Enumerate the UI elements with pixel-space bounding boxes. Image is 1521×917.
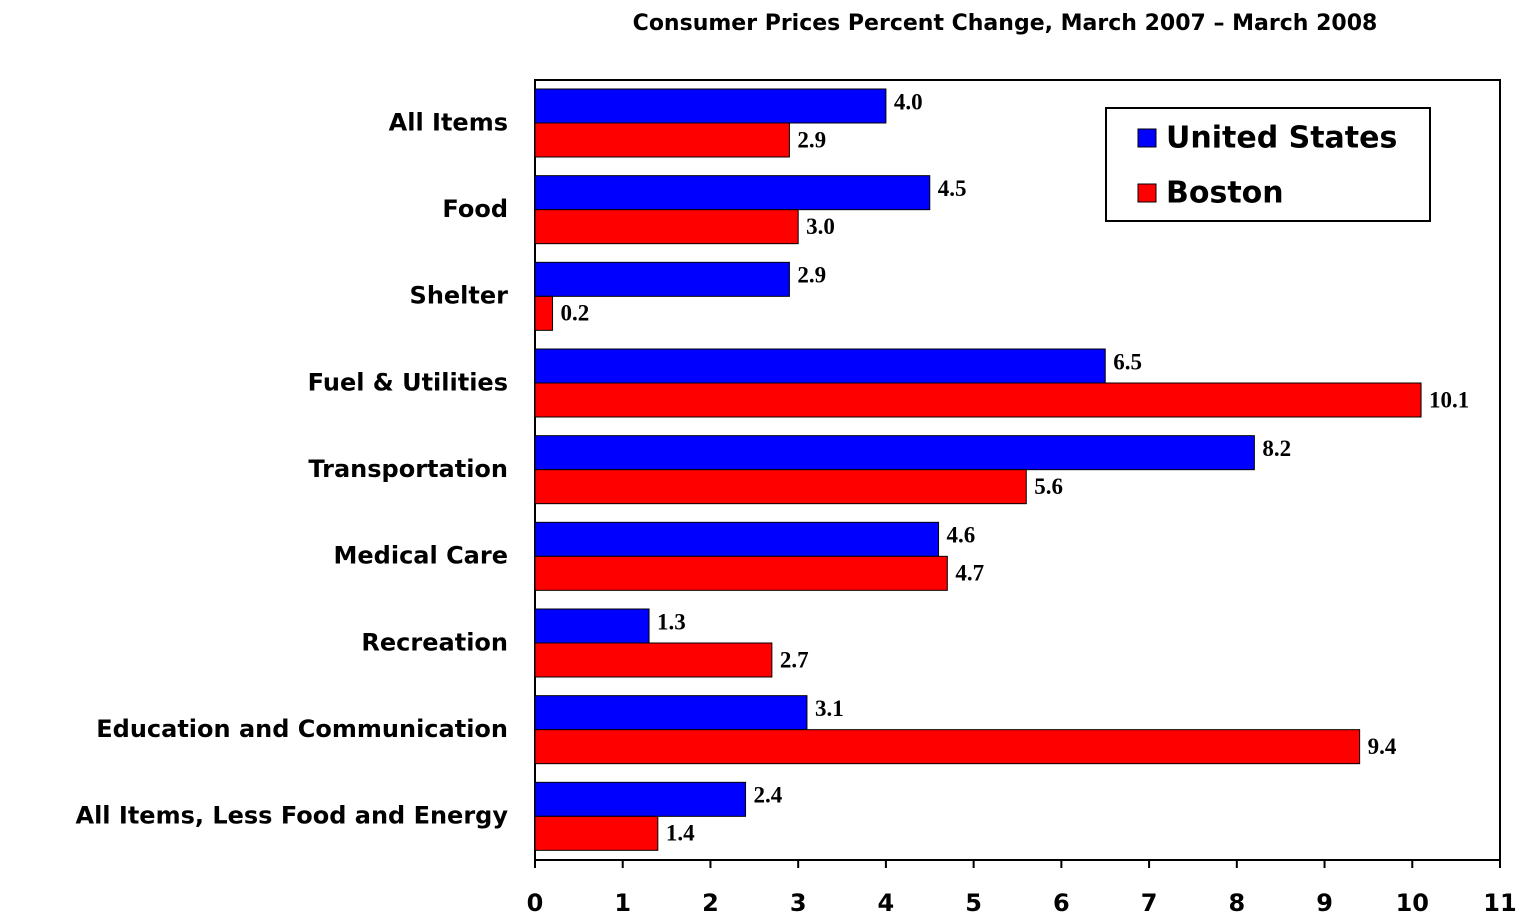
- x-tick-label: 4: [878, 889, 895, 917]
- bar: [534, 435, 1255, 471]
- data-label: 5.6: [1034, 474, 1063, 499]
- data-label: 8.2: [1262, 436, 1291, 461]
- x-tick-label: 5: [965, 889, 982, 917]
- data-label: 4.5: [938, 176, 967, 201]
- x-tick-label: 2: [702, 889, 719, 917]
- data-label: 2.9: [797, 263, 826, 288]
- y-tick-label: Food: [442, 195, 508, 223]
- bar: [534, 175, 931, 211]
- bar: [534, 729, 1361, 765]
- legend-swatch: [1137, 183, 1157, 203]
- chart-title: Consumer Prices Percent Change, March 20…: [633, 11, 1378, 36]
- x-tick-label: 6: [1053, 889, 1070, 917]
- x-tick-label: 9: [1316, 889, 1333, 917]
- data-label: 4.6: [947, 523, 976, 548]
- x-tick-label: 11: [1483, 889, 1516, 917]
- x-tick-label: 1: [614, 889, 631, 917]
- data-label: 2.7: [780, 647, 809, 672]
- bar: [534, 261, 790, 297]
- y-tick-label: Fuel & Utilities: [308, 368, 508, 396]
- data-label: 2.9: [797, 127, 826, 152]
- bar: [534, 521, 940, 557]
- bar: [534, 555, 948, 591]
- legend-box: [1105, 107, 1431, 222]
- data-label: 0.2: [561, 301, 590, 326]
- y-tick-label: Transportation: [308, 455, 508, 483]
- bar: [534, 695, 808, 731]
- data-label: 10.1: [1429, 387, 1469, 412]
- bar: [534, 122, 790, 158]
- bar: [534, 469, 1027, 505]
- bar: [534, 815, 659, 851]
- y-tick-label: Recreation: [361, 628, 508, 656]
- data-label: 4.7: [955, 561, 984, 586]
- legend-label: United States: [1166, 121, 1397, 156]
- legend-label: Boston: [1166, 176, 1284, 211]
- bar: [534, 642, 773, 678]
- x-tick-label: 8: [1228, 889, 1245, 917]
- data-label: 3.0: [806, 214, 835, 239]
- data-label: 3.1: [815, 696, 844, 721]
- bar: [534, 382, 1422, 418]
- bar: [534, 608, 650, 644]
- y-tick-label: All Items: [389, 108, 508, 136]
- y-tick-label: Medical Care: [334, 542, 509, 570]
- data-label: 2.4: [754, 783, 783, 808]
- x-tick-label: 3: [790, 889, 807, 917]
- data-label: 6.5: [1113, 349, 1142, 374]
- legend-swatch: [1137, 128, 1157, 148]
- bar: [534, 88, 887, 124]
- bar: [534, 209, 799, 245]
- y-tick-label: All Items, Less Food and Energy: [76, 802, 509, 830]
- bar: [534, 348, 1106, 384]
- y-tick-label: Shelter: [410, 282, 509, 310]
- bar: [534, 295, 554, 331]
- data-label: 9.4: [1368, 734, 1397, 759]
- x-tick-label: 0: [527, 889, 544, 917]
- data-label: 1.4: [666, 821, 695, 846]
- x-tick-label: 7: [1141, 889, 1158, 917]
- y-tick-label: Education and Communication: [96, 715, 508, 743]
- bar: [534, 781, 747, 817]
- data-label: 1.3: [657, 609, 686, 634]
- x-tick-label: 10: [1396, 889, 1429, 917]
- data-label: 4.0: [894, 89, 923, 114]
